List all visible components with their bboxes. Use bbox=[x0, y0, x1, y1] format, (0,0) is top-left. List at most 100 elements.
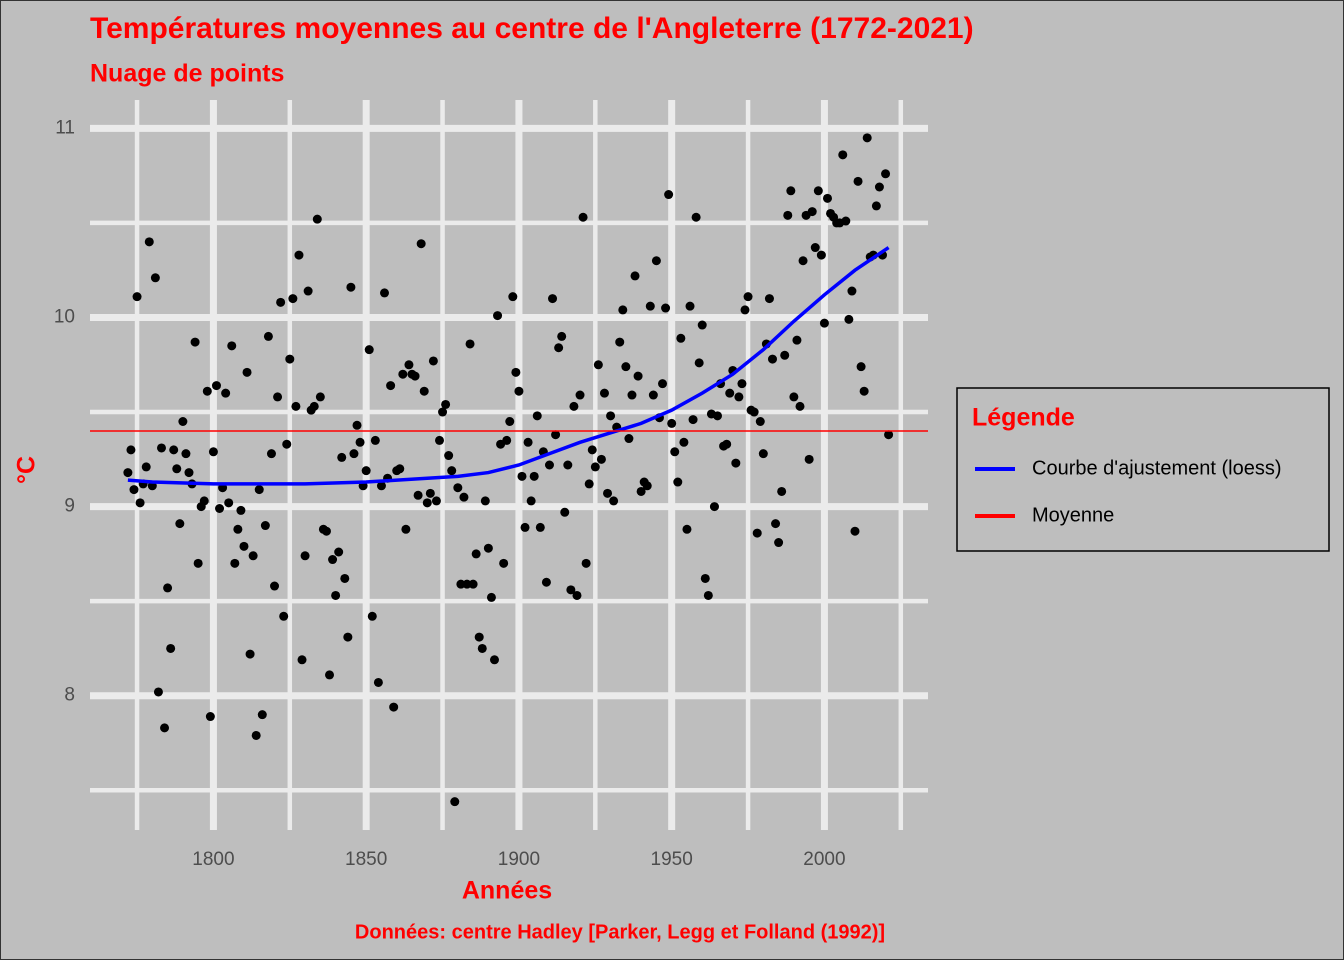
data-point bbox=[236, 505, 246, 515]
data-point bbox=[810, 243, 820, 253]
data-point bbox=[874, 182, 884, 192]
data-point bbox=[624, 434, 634, 444]
data-point bbox=[245, 649, 255, 659]
data-point bbox=[419, 386, 429, 396]
data-point bbox=[758, 449, 768, 459]
data-point bbox=[294, 250, 304, 260]
data-point bbox=[587, 445, 597, 455]
data-point bbox=[248, 551, 258, 561]
data-point bbox=[300, 551, 310, 561]
data-point bbox=[856, 362, 866, 372]
data-point bbox=[658, 379, 668, 389]
loess-curve bbox=[127, 246, 890, 486]
data-point bbox=[135, 498, 145, 508]
data-point bbox=[881, 169, 891, 179]
data-point bbox=[664, 190, 674, 200]
data-point bbox=[288, 294, 298, 304]
data-point bbox=[816, 250, 826, 260]
data-point bbox=[679, 437, 689, 447]
data-point bbox=[312, 214, 322, 224]
data-point bbox=[239, 541, 249, 551]
data-point bbox=[841, 216, 851, 226]
data-point bbox=[328, 555, 338, 565]
data-point bbox=[153, 687, 163, 697]
legend-title: Légende bbox=[972, 404, 1075, 432]
legend: Légende Courbe d'ajustement (loess) Moyen… bbox=[956, 387, 1330, 552]
data-point bbox=[691, 212, 701, 222]
data-point bbox=[337, 452, 347, 462]
data-point bbox=[386, 381, 396, 391]
data-point bbox=[493, 311, 503, 321]
data-point bbox=[767, 354, 777, 364]
data-point bbox=[871, 201, 881, 211]
data-point bbox=[410, 371, 420, 381]
data-point bbox=[373, 677, 383, 687]
data-point bbox=[737, 379, 747, 389]
data-point bbox=[172, 464, 182, 474]
data-point bbox=[355, 437, 365, 447]
data-point bbox=[780, 350, 790, 360]
data-point bbox=[514, 386, 524, 396]
data-point bbox=[670, 447, 680, 457]
x-tick-label: 1850 bbox=[345, 849, 387, 870]
y-tick-label: 8 bbox=[64, 685, 75, 706]
data-point bbox=[667, 418, 677, 428]
data-point bbox=[535, 522, 545, 532]
data-point bbox=[291, 401, 301, 411]
data-point bbox=[636, 486, 646, 496]
data-point bbox=[431, 496, 441, 506]
data-point bbox=[230, 558, 240, 568]
data-point bbox=[713, 411, 723, 421]
data-point bbox=[578, 212, 588, 222]
data-point bbox=[575, 390, 585, 400]
data-point bbox=[422, 498, 432, 508]
data-point bbox=[398, 369, 408, 379]
data-point bbox=[215, 503, 225, 513]
data-point bbox=[603, 488, 613, 498]
data-point bbox=[581, 558, 591, 568]
data-point bbox=[648, 390, 658, 400]
data-point bbox=[376, 481, 386, 491]
data-point bbox=[783, 210, 793, 220]
data-point bbox=[786, 186, 796, 196]
data-point bbox=[321, 526, 331, 536]
data-point bbox=[563, 460, 573, 470]
x-tick-label: 1800 bbox=[192, 849, 234, 870]
data-point bbox=[554, 343, 564, 353]
data-point bbox=[453, 483, 463, 493]
data-point bbox=[254, 485, 264, 495]
data-point bbox=[459, 492, 469, 502]
data-point bbox=[722, 439, 732, 449]
data-point bbox=[211, 381, 221, 391]
data-point bbox=[325, 670, 335, 680]
data-point bbox=[389, 702, 399, 712]
data-point bbox=[276, 297, 286, 307]
data-point bbox=[615, 337, 625, 347]
plot-panel bbox=[90, 100, 928, 830]
data-point bbox=[346, 282, 356, 292]
data-point bbox=[618, 305, 628, 315]
data-point bbox=[123, 468, 133, 478]
data-point bbox=[242, 367, 252, 377]
data-point bbox=[370, 435, 380, 445]
data-point bbox=[599, 388, 609, 398]
data-point bbox=[548, 294, 558, 304]
data-point bbox=[645, 301, 655, 311]
data-point bbox=[850, 526, 860, 536]
data-point bbox=[141, 462, 151, 472]
data-point bbox=[685, 301, 695, 311]
legend-label: Moyenne bbox=[1032, 504, 1114, 526]
data-point bbox=[221, 388, 231, 398]
data-point bbox=[499, 558, 509, 568]
x-tick-label: 1950 bbox=[651, 849, 693, 870]
data-point bbox=[505, 417, 515, 427]
data-point bbox=[266, 449, 276, 459]
data-point bbox=[349, 449, 359, 459]
data-point bbox=[606, 411, 616, 421]
data-point bbox=[621, 362, 631, 372]
data-point bbox=[752, 528, 762, 538]
data-point bbox=[480, 496, 490, 506]
data-point bbox=[584, 479, 594, 489]
data-point bbox=[340, 573, 350, 583]
data-point bbox=[529, 471, 539, 481]
